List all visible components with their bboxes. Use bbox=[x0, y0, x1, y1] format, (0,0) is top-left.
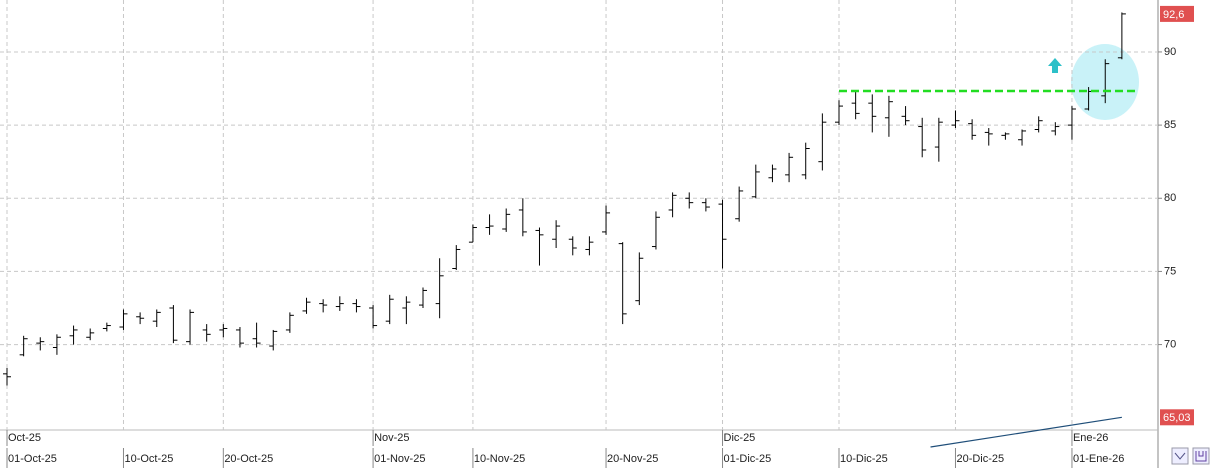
price-label: 92,6 bbox=[1163, 9, 1184, 21]
price-label-box bbox=[1160, 5, 1194, 22]
price-label-box bbox=[1160, 409, 1194, 426]
icon bbox=[1174, 452, 1186, 460]
x-tick-label: 10-Dic-25 bbox=[840, 453, 888, 465]
y-tick-label: 80 bbox=[1164, 192, 1176, 204]
month-label: Dic-25 bbox=[724, 432, 756, 444]
x-tick-label: 01-Dic-25 bbox=[724, 453, 772, 465]
month-label: Nov-25 bbox=[374, 432, 409, 444]
x-tick-label: 20-Dic-25 bbox=[956, 453, 1004, 465]
y-tick-label: 90 bbox=[1164, 46, 1176, 58]
month-label: Ene-26 bbox=[1073, 432, 1108, 444]
button-zoom[interactable] bbox=[1171, 447, 1189, 465]
month-label: Oct-25 bbox=[8, 432, 41, 444]
y-tick-label: 75 bbox=[1164, 265, 1176, 277]
x-tick-label: 10-Oct-25 bbox=[124, 453, 173, 465]
x-tick-label: 01-Nov-25 bbox=[374, 453, 425, 465]
x-tick-label: 01-Ene-26 bbox=[1073, 453, 1124, 465]
indicator-line bbox=[930, 416, 1122, 448]
x-tick-label: 10-Nov-25 bbox=[474, 453, 525, 465]
y-tick-label: 70 bbox=[1164, 338, 1176, 350]
icon bbox=[1195, 451, 1207, 462]
y-tick-label: 85 bbox=[1164, 119, 1176, 131]
x-tick-label: 20-Nov-25 bbox=[607, 453, 658, 465]
x-tick-label: 01-Oct-25 bbox=[8, 453, 57, 465]
x-tick-label: 20-Oct-25 bbox=[224, 453, 273, 465]
arrow-up bbox=[1048, 58, 1062, 73]
price-label: 65,03 bbox=[1163, 412, 1191, 424]
